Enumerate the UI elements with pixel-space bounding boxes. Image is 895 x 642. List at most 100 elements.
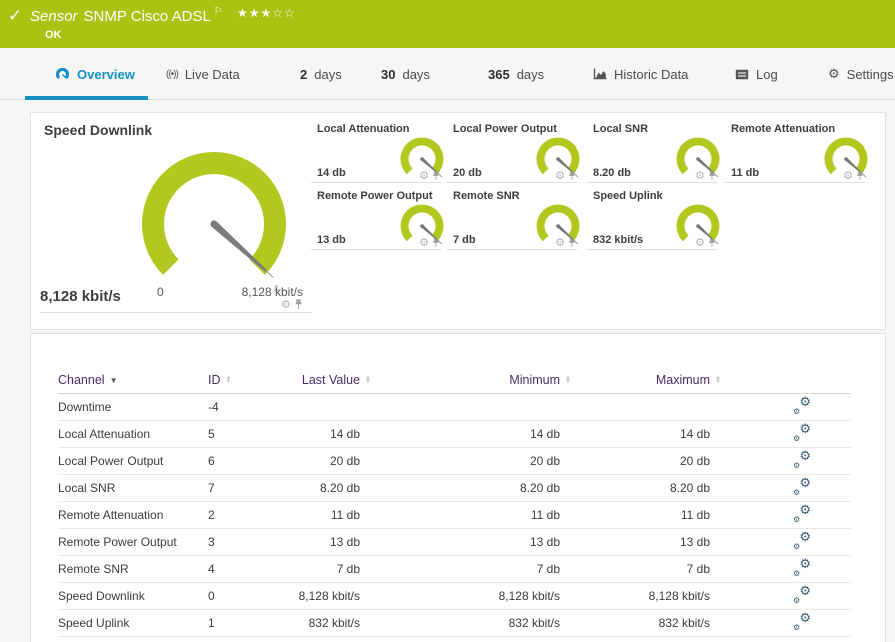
mini-gauge-title: Remote Attenuation bbox=[731, 123, 836, 135]
status-badge: OK bbox=[45, 29, 62, 41]
tab-overview[interactable]: Overview bbox=[55, 48, 135, 100]
channel-settings-icon[interactable]: ⚙ ⚙ bbox=[793, 529, 811, 551]
header-id[interactable]: ID ▲ ▼ bbox=[208, 373, 232, 387]
gauge-settings-icon[interactable]: ⚙ bbox=[695, 170, 705, 182]
pin-icon[interactable] bbox=[294, 299, 302, 310]
maximum-cell: 8,128 kbit/s bbox=[648, 589, 710, 603]
last-value-cell: 20 db bbox=[329, 454, 360, 468]
channel-settings-icon[interactable]: ⚙ ⚙ bbox=[793, 448, 811, 470]
pin-icon[interactable] bbox=[708, 238, 715, 248]
active-tab-underline bbox=[25, 96, 148, 100]
pin-icon[interactable] bbox=[856, 171, 863, 181]
flag-icon[interactable]: ⚐ bbox=[213, 6, 223, 17]
main-gauge-value: 8,128 kbit/s bbox=[40, 288, 121, 305]
channel-name-cell[interactable]: Local Power Output bbox=[58, 454, 164, 468]
channel-settings-icon[interactable]: ⚙ ⚙ bbox=[793, 394, 811, 416]
maximum-cell: 11 db bbox=[680, 508, 710, 522]
tab-historic-data[interactable]: Historic Data bbox=[593, 48, 688, 100]
mini-gauge-cell: Remote SNR 7 db ⚙ bbox=[447, 189, 580, 250]
tab-live-data-label: Live Data bbox=[184, 66, 240, 82]
tab-365-days[interactable]: 365 days bbox=[488, 48, 544, 100]
channel-settings-icon[interactable]: ⚙ ⚙ bbox=[793, 421, 811, 443]
maximum-cell: 8.20 db bbox=[669, 481, 710, 495]
gauge-settings-icon[interactable]: ⚙ bbox=[419, 170, 429, 182]
table-row: Local Power Output 6 20 db 20 db 20 db ⚙… bbox=[58, 448, 851, 475]
channel-settings-icon[interactable]: ⚙ ⚙ bbox=[793, 583, 811, 605]
tab-2-days-number: 2 bbox=[300, 66, 308, 82]
priority-stars[interactable]: ★★★☆☆ bbox=[237, 6, 296, 20]
tab-historic-data-label: Historic Data bbox=[614, 66, 689, 82]
minimum-cell: 13 db bbox=[529, 535, 560, 549]
pin-icon[interactable] bbox=[708, 171, 715, 181]
pin-icon[interactable] bbox=[432, 238, 439, 248]
channel-name-cell[interactable]: Remote Attenuation bbox=[58, 508, 164, 522]
mini-gauge-title: Speed Uplink bbox=[593, 190, 663, 202]
tab-live-data[interactable]: ((•)) Live Data bbox=[166, 48, 240, 100]
tab-30-days[interactable]: 30 days bbox=[381, 48, 430, 100]
mini-gauge-value: 7 db bbox=[453, 234, 476, 246]
gauge-settings-icon[interactable]: ⚙ bbox=[843, 170, 853, 182]
maximum-cell: 832 kbit/s bbox=[658, 616, 710, 630]
header-channel[interactable]: Channel ▼ bbox=[58, 373, 118, 387]
tab-settings[interactable]: ⚙ Settings bbox=[828, 48, 894, 100]
tab-2-days[interactable]: 2 days bbox=[300, 48, 342, 100]
mini-gauge-value: 20 db bbox=[453, 167, 482, 179]
channel-settings-icon[interactable]: ⚙ ⚙ bbox=[793, 610, 811, 632]
channel-id-cell: 1 bbox=[208, 616, 215, 630]
channel-settings-icon[interactable]: ⚙ ⚙ bbox=[793, 502, 811, 524]
gauge-settings-icon[interactable]: ⚙ bbox=[555, 170, 565, 182]
mini-gauge-cell: Speed Uplink 832 kbit/s ⚙ bbox=[587, 189, 720, 250]
live-data-icon: ((•)) bbox=[166, 68, 179, 80]
sort-desc-icon: ▼ bbox=[109, 375, 118, 385]
sensor-status-header: ✓ Sensor SNMP Cisco ADSL ⚐ ★★★☆☆ OK bbox=[0, 0, 895, 48]
minimum-cell: 11 db bbox=[530, 508, 560, 522]
minimum-cell: 7 db bbox=[536, 562, 560, 576]
table-header-row: Channel ▼ ID ▲ ▼ Last Value ▲ ▼ Minimum ▲ ▼… bbox=[58, 367, 851, 394]
channel-table-panel: Channel ▼ ID ▲ ▼ Last Value ▲ ▼ Minimum ▲ ▼… bbox=[30, 333, 886, 642]
gauge-settings-icon[interactable]: ⚙ bbox=[281, 298, 291, 311]
speed-downlink-gauge: x̄ bbox=[142, 151, 286, 293]
channel-name-cell[interactable]: Downtime bbox=[58, 400, 112, 414]
gauge-settings-icon[interactable]: ⚙ bbox=[555, 237, 565, 249]
channel-name-cell[interactable]: Local Attenuation bbox=[58, 427, 151, 441]
channel-settings-icon[interactable]: ⚙ ⚙ bbox=[793, 475, 811, 497]
mini-gauge bbox=[676, 204, 720, 245]
mini-gauge-title: Remote SNR bbox=[453, 190, 520, 202]
maximum-cell: 14 db bbox=[679, 427, 710, 441]
channel-id-cell: 2 bbox=[208, 508, 215, 522]
header-maximum[interactable]: Maximum ▲ ▼ bbox=[655, 373, 721, 387]
sensor-kind-label: Sensor bbox=[30, 8, 78, 25]
tab-365-days-number: 365 bbox=[488, 66, 510, 82]
channel-name-cell[interactable]: Remote Power Output bbox=[58, 535, 177, 549]
tab-settings-label: Settings bbox=[846, 66, 894, 82]
header-minimum[interactable]: Minimum ▲ ▼ bbox=[509, 373, 571, 387]
channel-name-cell[interactable]: Speed Uplink bbox=[58, 616, 130, 630]
channel-table: Channel ▼ ID ▲ ▼ Last Value ▲ ▼ Minimum ▲ ▼… bbox=[58, 367, 851, 637]
minimum-cell: 8.20 db bbox=[519, 481, 560, 495]
channel-name-cell[interactable]: Speed Downlink bbox=[58, 589, 145, 603]
mini-gauge-cell: Local Attenuation 14 db ⚙ bbox=[311, 122, 444, 183]
table-row: Remote Power Output 3 13 db 13 db 13 db … bbox=[58, 529, 851, 556]
header-last-value[interactable]: Last Value ▲ ▼ bbox=[301, 373, 371, 387]
channel-name-cell[interactable]: Remote SNR bbox=[58, 562, 129, 576]
channel-settings-icon[interactable]: ⚙ ⚙ bbox=[793, 556, 811, 578]
channel-name-cell[interactable]: Local SNR bbox=[58, 481, 116, 495]
table-row: Speed Uplink 1 832 kbit/s 832 kbit/s 832… bbox=[58, 610, 851, 637]
main-gauge-title: Speed Downlink bbox=[44, 122, 153, 138]
gauge-scale-max: 8,128 kbit/s bbox=[241, 285, 303, 299]
mini-gauge-value: 14 db bbox=[317, 167, 346, 179]
tab-2-days-label: days bbox=[314, 66, 342, 82]
pin-icon[interactable] bbox=[432, 171, 439, 181]
tab-log[interactable]: Log bbox=[735, 48, 778, 100]
gauge-settings-icon[interactable]: ⚙ bbox=[695, 237, 705, 249]
channel-id-cell: 4 bbox=[208, 562, 215, 576]
tab-365-days-label: days bbox=[516, 66, 545, 82]
mini-gauge-value: 13 db bbox=[317, 234, 346, 246]
mini-gauge-cell: Remote Power Output 13 db ⚙ bbox=[311, 189, 444, 250]
pin-icon[interactable] bbox=[568, 238, 575, 248]
gauge-settings-icon[interactable]: ⚙ bbox=[419, 237, 429, 249]
pin-icon[interactable] bbox=[568, 171, 575, 181]
sort-icon: ▲ ▼ bbox=[225, 375, 232, 385]
cell-divider bbox=[40, 312, 312, 313]
